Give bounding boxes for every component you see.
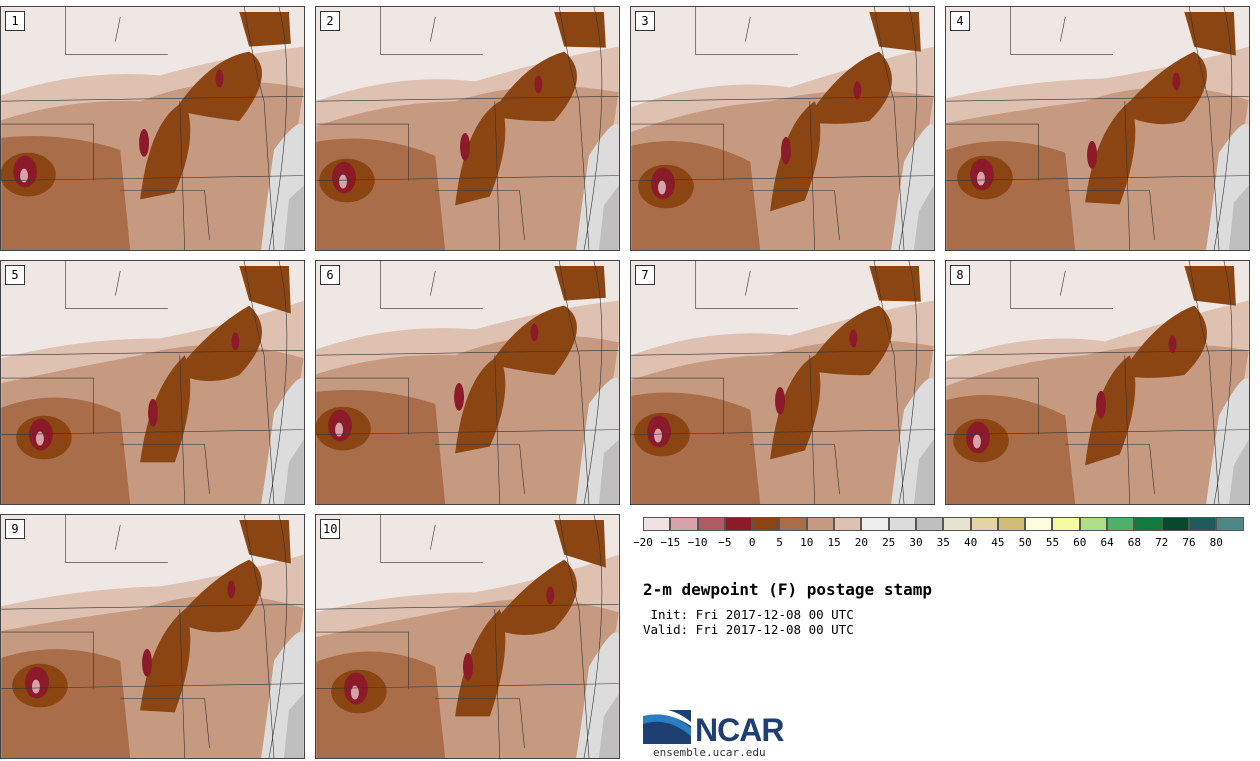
colorbar-swatch <box>915 517 944 531</box>
colorbar-tick-label: 35 <box>936 536 950 549</box>
colorbar-swatch <box>724 517 753 531</box>
member-label: 8 <box>950 265 970 285</box>
colorbar-tick-label: 20 <box>854 536 869 549</box>
member-panel[interactable]: 3 <box>630 6 935 251</box>
dewpoint-map <box>946 7 1249 250</box>
colorbar-swatch <box>1216 517 1244 531</box>
colorbar-tick-label: −20 <box>633 536 653 549</box>
member-panel[interactable]: 10 <box>315 514 620 759</box>
colorbar-tick-label: −5 <box>718 536 732 549</box>
member-panel[interactable]: 4 <box>945 6 1250 251</box>
member-label: 2 <box>320 11 340 31</box>
member-label: 9 <box>5 519 25 539</box>
member-panel[interactable]: 2 <box>315 6 620 251</box>
colorbar-swatch <box>752 517 780 531</box>
dewpoint-map <box>316 7 619 250</box>
member-label: 10 <box>320 519 341 539</box>
member-panel[interactable]: 8 <box>945 260 1250 505</box>
colorbar-swatch <box>1025 517 1053 531</box>
member-label: 6 <box>320 265 340 285</box>
colorbar-tick-label: 30 <box>909 536 923 549</box>
colorbar-swatch <box>861 517 889 531</box>
colorbar <box>643 517 1244 531</box>
colorbar-tick-label: 68 <box>1127 536 1142 549</box>
colorbar-tick-label: 5 <box>776 536 783 549</box>
member-panel[interactable]: 5 <box>0 260 305 505</box>
colorbar-swatch <box>1161 517 1189 531</box>
colorbar-tick-label: 15 <box>827 536 841 549</box>
colorbar-swatch <box>1188 517 1217 531</box>
member-panel[interactable]: 6 <box>315 260 620 505</box>
dewpoint-map <box>316 515 619 758</box>
colorbar-tick-label: 60 <box>1073 536 1087 549</box>
colorbar-ticks: −20 −15 −10 −5 0 5 10 15 20 25 30 35 40 45 50 55 60 64 68 7… <box>633 536 1249 550</box>
dewpoint-map <box>631 7 934 250</box>
colorbar-swatch <box>1134 517 1162 531</box>
colorbar-swatch <box>1107 517 1135 531</box>
init-time: Init: Fri 2017-12-08 00 UTC <box>643 607 854 622</box>
colorbar-swatch <box>1079 517 1108 531</box>
colorbar-swatch <box>888 517 916 531</box>
member-panel[interactable]: 7 <box>630 260 935 505</box>
member-label: 3 <box>635 11 655 31</box>
colorbar-tick-label: −10 <box>687 536 708 549</box>
colorbar-swatch <box>1052 517 1080 531</box>
logo-name: NCAR <box>695 712 784 748</box>
colorbar-swatch <box>779 517 807 531</box>
logo-url[interactable]: ensemble.ucar.edu <box>653 746 766 759</box>
colorbar-tick-label: 10 <box>800 536 814 549</box>
colorbar-swatch <box>943 517 971 531</box>
dewpoint-map <box>316 261 619 504</box>
dewpoint-map <box>946 261 1249 504</box>
dewpoint-map <box>1 515 304 758</box>
colorbar-swatch <box>970 517 998 531</box>
page-title: 2-m dewpoint (F) postage stamp <box>643 580 932 599</box>
member-label: 1 <box>5 11 25 31</box>
member-panel[interactable]: 9 <box>0 514 305 759</box>
valid-time: Valid: Fri 2017-12-08 00 UTC <box>643 622 854 637</box>
colorbar-tick-label: 64 <box>1100 536 1114 549</box>
member-label: 5 <box>5 265 25 285</box>
colorbar-tick-label: −15 <box>660 536 681 549</box>
dewpoint-map <box>631 261 934 504</box>
colorbar-swatch <box>670 517 698 531</box>
colorbar-tick-label: 25 <box>882 536 896 549</box>
colorbar-swatch <box>697 517 725 531</box>
colorbar-tick-label: 40 <box>963 536 978 549</box>
ncar-logo[interactable]: NCAR <box>643 706 793 756</box>
colorbar-tick-label: 50 <box>1018 536 1032 549</box>
colorbar-swatch <box>997 517 1026 531</box>
colorbar-swatch <box>643 517 671 531</box>
colorbar-tick-label: 80 <box>1209 536 1223 549</box>
colorbar-tick-label: 55 <box>1045 536 1060 549</box>
dewpoint-map <box>1 261 304 504</box>
ncar-swoosh-icon <box>643 708 691 744</box>
time-info: Init: Fri 2017-12-08 00 UTC Valid: Fri 2… <box>643 607 854 637</box>
colorbar-tick-label: 72 <box>1155 536 1169 549</box>
colorbar-tick-label: 0 <box>748 536 756 549</box>
colorbar-tick-label: 76 <box>1182 536 1196 549</box>
member-panel[interactable]: 1 <box>0 6 305 251</box>
colorbar-swatch <box>834 517 862 531</box>
member-label: 4 <box>950 11 970 31</box>
colorbar-swatch <box>806 517 835 531</box>
member-label: 7 <box>635 265 655 285</box>
dewpoint-map <box>1 7 304 250</box>
colorbar-tick-label: 45 <box>991 536 1005 549</box>
